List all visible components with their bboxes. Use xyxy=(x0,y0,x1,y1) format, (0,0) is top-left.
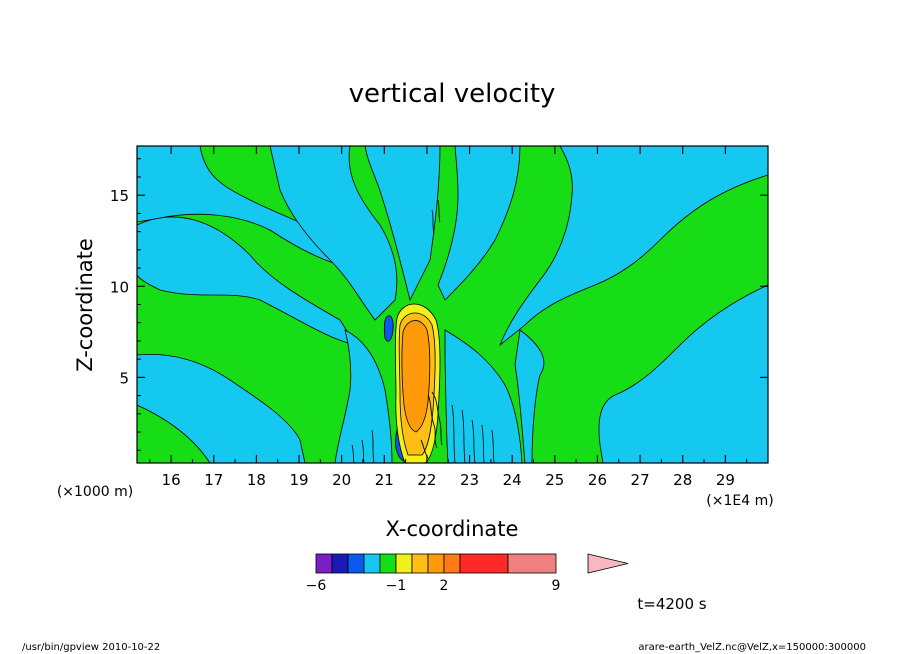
contour-line-oscillation xyxy=(431,199,441,235)
contour-region-negative xyxy=(137,354,306,463)
x-tick-label: 21 xyxy=(375,471,394,489)
y-axis-unit: (×1000 m) xyxy=(57,484,133,500)
colorbar-segment xyxy=(379,553,397,574)
y-axis-title: Z-coordinate xyxy=(73,238,97,372)
contour-region-negative xyxy=(437,146,521,301)
x-axis-unit: (×1E4 m) xyxy=(706,493,773,509)
colorbar-segment xyxy=(315,553,333,574)
colorbar-segment xyxy=(347,553,365,574)
chart-title: vertical velocity xyxy=(349,79,556,109)
x-tick-label: 27 xyxy=(631,471,650,489)
contour-region-negative xyxy=(364,146,441,302)
contour-region-negative xyxy=(499,146,768,347)
contour-plot xyxy=(137,146,768,463)
contour-region-negative xyxy=(444,329,523,463)
x-tick-label: 28 xyxy=(673,471,692,489)
y-tick-label: 5 xyxy=(119,369,129,387)
contour-region-negative xyxy=(598,284,768,463)
y-axis-ticks: 5 10 15 xyxy=(110,158,768,451)
colorbar: −6 −1 2 9 xyxy=(306,553,629,594)
colorbar-segment xyxy=(443,553,461,574)
contour-region-positive-strong xyxy=(401,320,431,433)
contour-region-negative xyxy=(334,329,393,463)
colorbar-segment xyxy=(411,553,429,574)
contour-line-oscillation xyxy=(351,404,495,463)
x-tick-label: 18 xyxy=(247,471,266,489)
y-tick-label: 15 xyxy=(110,187,129,205)
x-tick-label: 29 xyxy=(716,471,735,489)
x-tick-label: 26 xyxy=(588,471,607,489)
x-tick-label: 20 xyxy=(332,471,351,489)
x-axis-title: X-coordinate xyxy=(386,517,519,541)
x-axis-ticks: 16 17 18 19 20 21 22 23 24 25 26 27 28 29 xyxy=(149,146,748,489)
colorbar-label: 9 xyxy=(552,578,561,594)
footer-right: arare-earth_VelZ.nc@VelZ,x=150000:300000 xyxy=(638,642,866,653)
x-tick-label: 17 xyxy=(204,471,223,489)
colorbar-segment xyxy=(427,553,445,574)
footer-left: /usr/bin/gpview 2010-10-22 xyxy=(22,642,160,653)
time-label: t=4200 s xyxy=(637,595,706,613)
x-tick-label: 24 xyxy=(503,471,522,489)
contour-region-strong-negative xyxy=(383,315,394,342)
colorbar-extension xyxy=(587,553,629,574)
contour-region-negative xyxy=(137,216,357,346)
x-tick-label: 25 xyxy=(545,471,564,489)
y-tick-label: 10 xyxy=(110,278,129,296)
colorbar-label: 2 xyxy=(440,578,449,594)
contour-region-negative xyxy=(514,329,545,463)
colorbar-label: −1 xyxy=(386,578,407,594)
colorbar-segment xyxy=(331,553,349,574)
colorbar-segment xyxy=(395,553,413,574)
colorbar-segment xyxy=(507,553,557,574)
colorbar-label: −6 xyxy=(306,578,327,594)
x-tick-label: 23 xyxy=(460,471,479,489)
x-tick-label: 22 xyxy=(417,471,436,489)
x-tick-label: 19 xyxy=(289,471,308,489)
colorbar-segment xyxy=(363,553,381,574)
contour-region-negative xyxy=(269,146,398,321)
x-tick-label: 16 xyxy=(162,471,181,489)
colorbar-segment xyxy=(459,553,509,574)
